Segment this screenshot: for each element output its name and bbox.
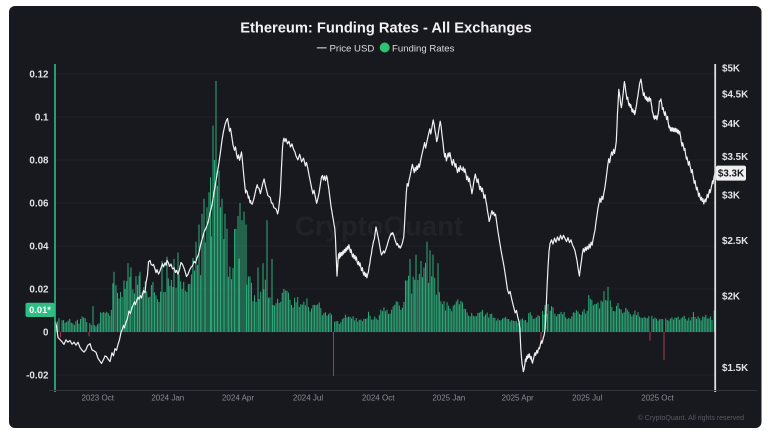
svg-text:0: 0 [43, 327, 49, 338]
svg-text:$4K: $4K [722, 119, 740, 130]
svg-text:0.08: 0.08 [29, 155, 49, 166]
svg-text:$2K: $2K [722, 292, 740, 303]
svg-text:0.06: 0.06 [29, 198, 49, 209]
svg-text:0.12: 0.12 [29, 69, 49, 80]
svg-text:2025 Oct: 2025 Oct [641, 394, 674, 403]
svg-text:$3.3K: $3.3K [718, 169, 744, 180]
svg-text:Price USD: Price USD [330, 44, 375, 55]
svg-text:$3K: $3K [722, 191, 740, 202]
svg-text:Ethereum: Funding Rates - All: Ethereum: Funding Rates - All Exchanges [240, 21, 532, 37]
svg-text:Funding Rates: Funding Rates [392, 44, 455, 55]
svg-text:$1.5K: $1.5K [722, 363, 748, 374]
svg-text:© CryptoQuant. All rights rese: © CryptoQuant. All rights reserved [638, 414, 744, 422]
svg-text:CryptoQuant: CryptoQuant [295, 211, 463, 242]
svg-text:$4.5K: $4.5K [722, 90, 748, 101]
svg-text:2025 Jan: 2025 Jan [432, 394, 465, 403]
svg-text:$2.5K: $2.5K [722, 236, 748, 247]
svg-text:2024 Jul: 2024 Jul [293, 394, 323, 403]
svg-text:-0.02: -0.02 [26, 370, 49, 381]
svg-text:0.04: 0.04 [29, 241, 49, 252]
svg-text:2023 Oct: 2023 Oct [81, 394, 114, 403]
svg-text:$3.5K: $3.5K [722, 152, 748, 163]
svg-text:2024 Oct: 2024 Oct [362, 394, 395, 403]
svg-text:$5K: $5K [722, 63, 740, 74]
svg-text:2024 Apr: 2024 Apr [222, 394, 254, 403]
svg-text:0.01*: 0.01* [29, 305, 51, 315]
svg-text:2025 Jul: 2025 Jul [572, 394, 602, 403]
svg-text:0.02: 0.02 [29, 284, 49, 295]
svg-text:0.1: 0.1 [35, 112, 49, 123]
svg-text:2024 Jan: 2024 Jan [151, 394, 184, 403]
svg-text:2025 Apr: 2025 Apr [502, 394, 534, 403]
